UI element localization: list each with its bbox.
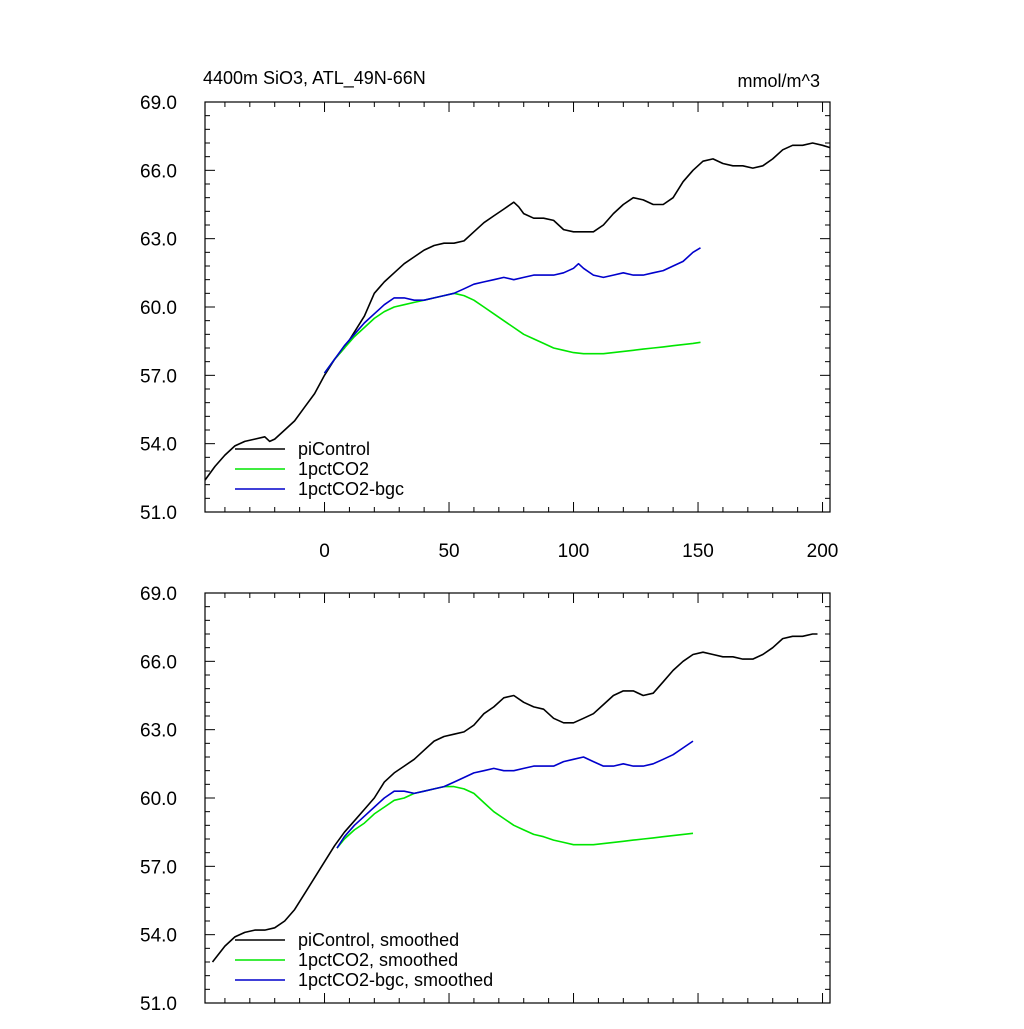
y-tick-label: 60.0 <box>140 298 177 319</box>
y-tick-label: 69.0 <box>140 93 177 114</box>
legend-label: 1pctCO2 <box>298 459 369 479</box>
x-tick-label: 0 <box>319 541 330 562</box>
legend-label: 1pctCO2, smoothed <box>298 950 458 970</box>
y-tick-label: 69.0 <box>140 584 177 605</box>
series-line <box>211 633 818 963</box>
y-tick-label: 60.0 <box>140 789 177 810</box>
y-tick-label: 51.0 <box>140 503 177 524</box>
x-tick-label: 150 <box>682 541 714 562</box>
y-tick-label: 57.0 <box>140 366 177 387</box>
legend-label: piControl, smoothed <box>298 930 459 950</box>
y-tick-label: 63.0 <box>140 721 177 742</box>
y-tick-label: 66.0 <box>140 161 177 182</box>
series-line <box>204 142 831 481</box>
units-label: mmol/m^3 <box>738 71 820 91</box>
y-tick-label: 54.0 <box>140 926 177 947</box>
y-tick-label: 57.0 <box>140 857 177 878</box>
y-tick-label: 63.0 <box>140 230 177 251</box>
series-line <box>336 740 694 849</box>
legend-label: piControl <box>298 439 370 459</box>
series-line <box>323 292 701 374</box>
chart-title: 4400m SiO3, ATL_49N-66N <box>203 68 426 89</box>
y-tick-label: 66.0 <box>140 652 177 673</box>
legend-label: 1pctCO2-bgc <box>298 479 404 499</box>
x-tick-label: 200 <box>807 541 839 562</box>
x-tick-label: 100 <box>558 541 590 562</box>
legend-label: 1pctCO2-bgc, smoothed <box>298 970 493 990</box>
top-panel: 51.0 54.0 57.0 60.0 63.0 66.0 69.0 0 50 100 150 200… <box>140 93 838 562</box>
y-tick-label: 51.0 <box>140 994 177 1015</box>
bottom-panel: 51.0 54.0 57.0 60.0 63.0 66.0 69.0 piControl, s… <box>140 584 831 1015</box>
series-line <box>323 247 701 374</box>
x-tick-label: 50 <box>438 541 459 562</box>
series-line <box>336 785 694 849</box>
y-tick-label: 54.0 <box>140 435 177 456</box>
